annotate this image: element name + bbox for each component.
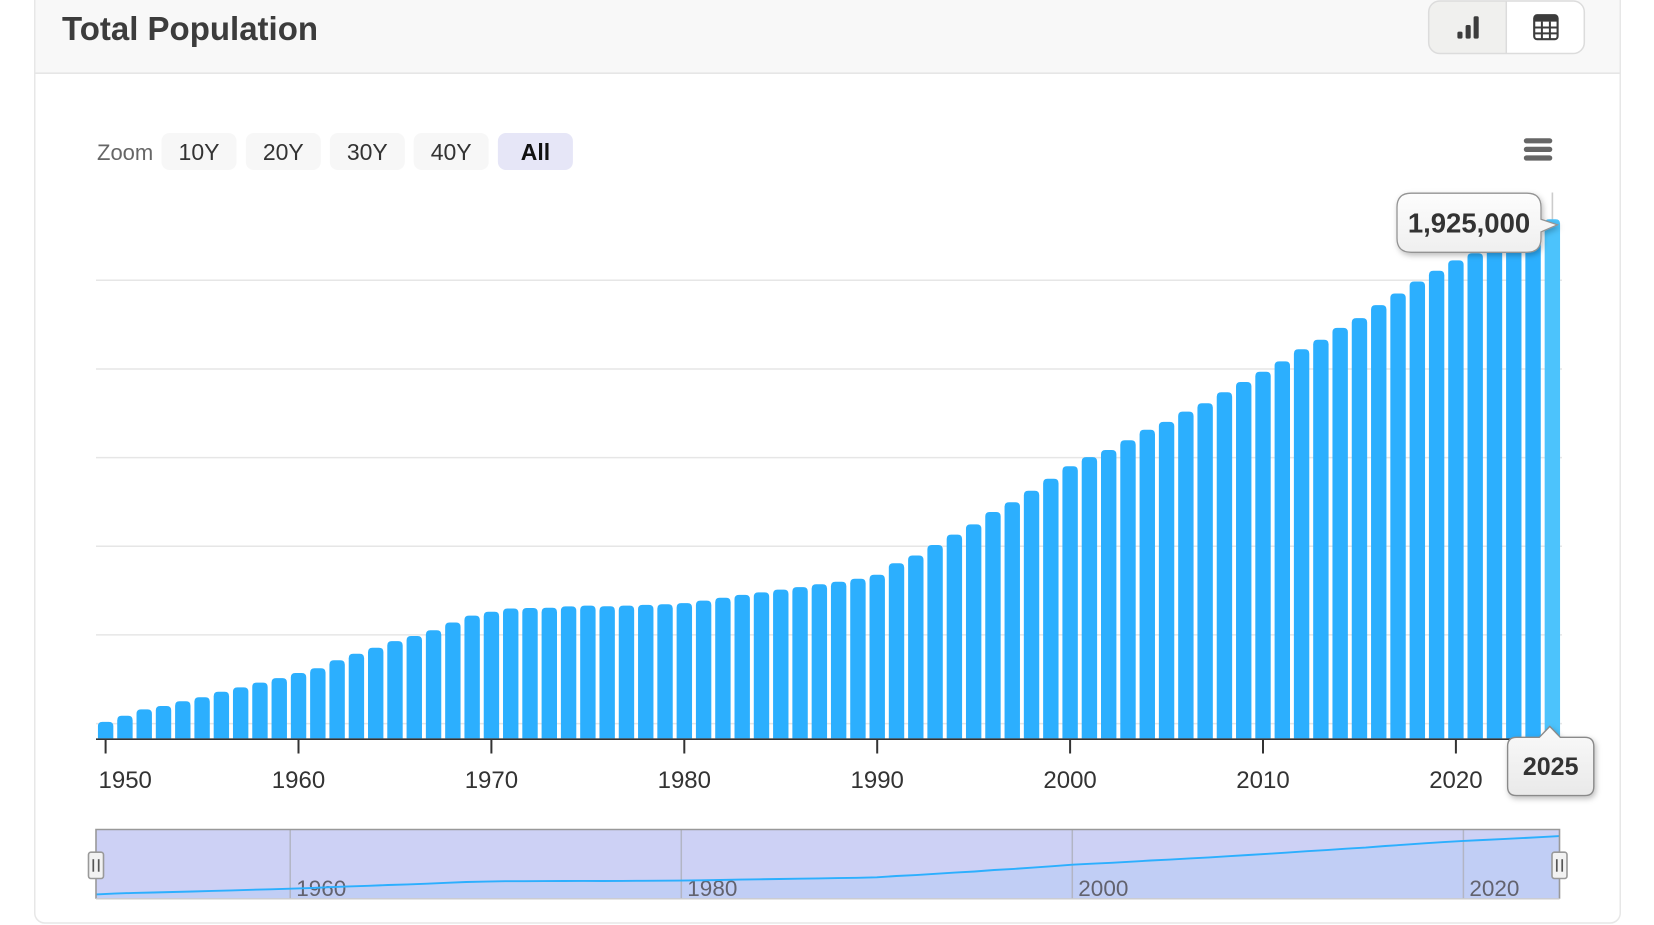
svg-text:2010: 2010 [1236,767,1289,794]
svg-text:2025: 2025 [1523,753,1579,781]
svg-text:2000: 2000 [1043,767,1096,794]
svg-text:Total Population: Total Population [62,10,318,47]
svg-text:Zoom: Zoom [97,140,153,165]
svg-text:1980: 1980 [658,767,711,794]
svg-text:1,925,000: 1,925,000 [1408,208,1530,239]
svg-text:30Y: 30Y [347,139,388,165]
svg-text:10Y: 10Y [179,139,220,165]
svg-text:2020: 2020 [1469,876,1519,901]
svg-text:20Y: 20Y [263,139,304,165]
svg-text:40Y: 40Y [431,139,472,165]
svg-text:1950: 1950 [99,767,152,794]
svg-text:1960: 1960 [272,767,325,794]
svg-text:1970: 1970 [465,767,518,794]
svg-text:2000: 2000 [1078,876,1128,901]
svg-text:2020: 2020 [1429,767,1482,794]
svg-text:1990: 1990 [851,767,904,794]
svg-text:All: All [521,139,550,165]
